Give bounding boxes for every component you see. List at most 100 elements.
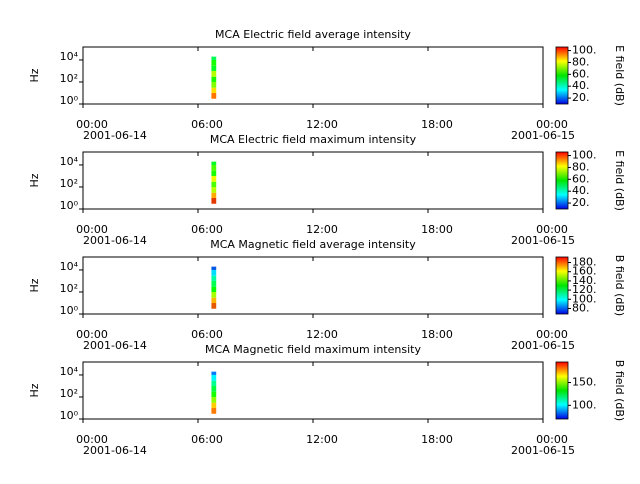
spectrogram-cell [211, 175, 217, 182]
colorbar-tick-label: 20. [572, 91, 590, 104]
spectrogram-cell [211, 286, 217, 292]
spectrogram-cell [211, 164, 217, 171]
spectrogram-cell [211, 396, 217, 403]
colorbar [555, 46, 569, 105]
spectrogram-cell [211, 192, 217, 198]
y-tick-label: 10² [60, 387, 78, 400]
spectrogram-cell [211, 385, 217, 392]
spectrogram-cell [211, 87, 217, 93]
x-tick-label: 18:00 [421, 223, 453, 236]
x-date-label: 2001-06-14 [83, 129, 147, 142]
plot-frame [82, 151, 544, 210]
y-tick-label: 10² [60, 72, 78, 85]
spectrogram-cell [211, 266, 217, 270]
colorbar-tick-label: 160. [572, 265, 597, 278]
colorbar [555, 151, 569, 210]
x-tick-label: 12:00 [306, 433, 338, 446]
y-tick-label: 10⁴ [60, 155, 79, 168]
y-tick-label: 10⁴ [60, 365, 79, 378]
spectrogram-cell [211, 280, 217, 287]
spectrogram-cell [211, 56, 217, 60]
y-tick-label: 10⁴ [60, 50, 79, 63]
colorbar-tick-label: 120. [572, 283, 597, 296]
panel-title: MCA Electric field average intensity [215, 28, 411, 41]
y-axis-label: Hz [28, 383, 41, 397]
x-tick-label: 06:00 [191, 223, 223, 236]
spectrogram-cell [211, 402, 217, 408]
spectrogram-cell [211, 181, 217, 187]
x-date-label: 2001-06-15 [511, 444, 575, 457]
spectrogram-cell [211, 269, 217, 276]
colorbar-tick-label: 20. [572, 196, 590, 209]
x-tick-label: 12:00 [306, 223, 338, 236]
x-tick-label: 06:00 [191, 433, 223, 446]
x-tick-label: 00:00 [76, 223, 108, 236]
colorbar-tick-label: 80. [572, 301, 590, 314]
plot-frame [82, 46, 544, 105]
x-tick-label: 00:00 [536, 433, 568, 446]
panel-title: MCA Magnetic field maximum intensity [205, 343, 421, 356]
spectrogram-cell [211, 197, 217, 204]
x-tick-label: 00:00 [76, 328, 108, 341]
colorbar-tick-label: 100. [572, 149, 597, 162]
y-tick-label: 10⁰ [60, 199, 79, 212]
colorbar-tick-label: 40. [572, 79, 590, 92]
x-date-label: 2001-06-14 [83, 444, 147, 457]
x-tick-label: 06:00 [191, 118, 223, 131]
colorbar-label: E field (dB) [613, 45, 626, 106]
x-tick-label: 00:00 [536, 118, 568, 131]
spectrogram-cell [211, 297, 217, 303]
panel-title: MCA Electric field maximum intensity [210, 133, 417, 146]
y-tick-label: 10² [60, 282, 78, 295]
x-date-label: 2001-06-14 [83, 339, 147, 352]
plot-frame [82, 256, 544, 315]
spectrogram-cell [211, 302, 217, 309]
spectrogram-cell [211, 65, 217, 71]
y-tick-label: 10⁰ [60, 409, 79, 422]
x-tick-label: 00:00 [76, 118, 108, 131]
colorbar-tick-label: 180. [572, 256, 597, 269]
x-tick-label: 12:00 [306, 118, 338, 131]
spectrogram-cell [211, 391, 217, 397]
x-tick-label: 18:00 [421, 118, 453, 131]
x-tick-label: 00:00 [536, 328, 568, 341]
x-tick-label: 06:00 [191, 328, 223, 341]
colorbar [555, 256, 569, 315]
x-date-label: 2001-06-15 [511, 234, 575, 247]
y-axis-label: Hz [28, 68, 41, 82]
colorbar-tick-label: 80. [572, 160, 590, 173]
x-tick-label: 18:00 [421, 328, 453, 341]
y-axis-label: Hz [28, 173, 41, 187]
colorbar-tick-label: 100. [572, 398, 597, 411]
x-tick-label: 00:00 [536, 223, 568, 236]
spectrogram-cell [211, 371, 217, 375]
colorbar-tick-label: 80. [572, 55, 590, 68]
spectrogram-cell [211, 70, 217, 77]
colorbar-tick-label: 140. [572, 274, 597, 287]
spectrogram-cell [211, 407, 217, 414]
colorbar-tick-label: 100. [572, 292, 597, 305]
colorbar-label: E field (dB) [613, 150, 626, 211]
y-tick-label: 10⁴ [60, 260, 79, 273]
x-tick-label: 12:00 [306, 328, 338, 341]
colorbar-tick-label: 60. [572, 67, 590, 80]
x-date-label: 2001-06-14 [83, 234, 147, 247]
colorbar-label: B field (dB) [613, 255, 626, 316]
x-date-label: 2001-06-15 [511, 339, 575, 352]
colorbar-label: B field (dB) [613, 360, 626, 421]
colorbar-tick-label: 40. [572, 184, 590, 197]
spectrogram-cell [211, 92, 217, 99]
spectrogram-cell [211, 291, 217, 298]
colorbar [555, 361, 569, 420]
y-tick-label: 10⁰ [60, 304, 79, 317]
spectrogram-cell [211, 59, 217, 66]
y-axis-label: Hz [28, 278, 41, 292]
spectrogram-cell [211, 161, 217, 165]
spectrogram-cell [211, 380, 217, 386]
colorbar-tick-label: 150. [572, 376, 597, 389]
colorbar-tick-label: 60. [572, 172, 590, 185]
colorbar-tick-label: 100. [572, 44, 597, 57]
x-tick-label: 18:00 [421, 433, 453, 446]
spectrogram-cell [211, 81, 217, 88]
